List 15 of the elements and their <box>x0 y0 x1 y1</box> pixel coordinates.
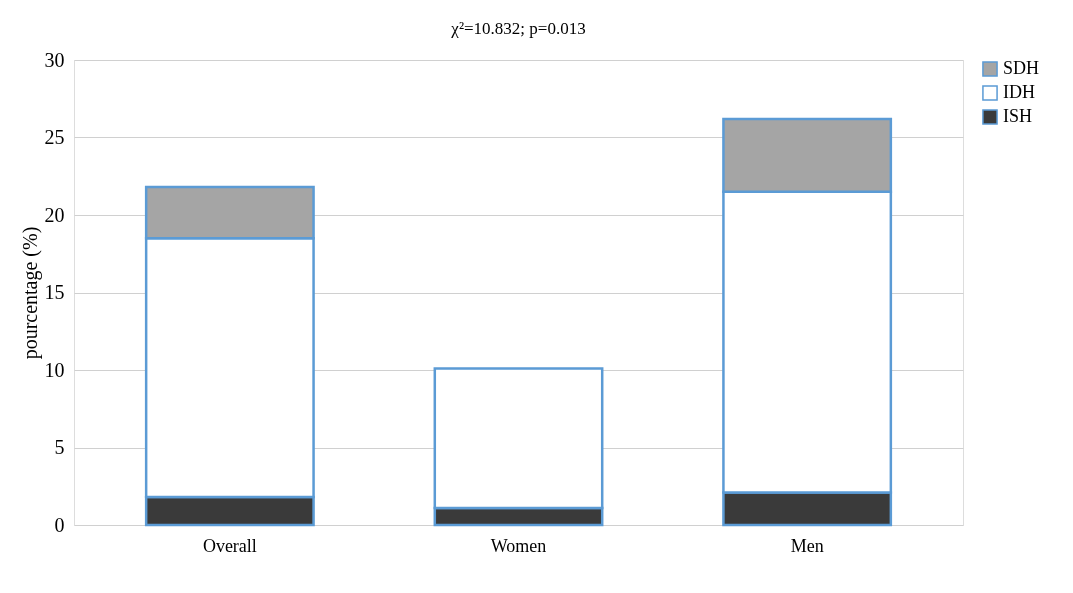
y-tick-label: 0 <box>54 513 65 536</box>
y-tick-label: 30 <box>44 48 65 71</box>
chart-title: χ²=10.832; p=0.013 <box>450 19 586 38</box>
x-tick-label: Men <box>790 535 824 556</box>
legend-label: ISH <box>1003 106 1033 126</box>
y-tick-label: 5 <box>54 436 65 458</box>
y-tick-label: 25 <box>44 126 65 148</box>
legend-label: IDH <box>1003 82 1035 102</box>
legend-label: SDH <box>1003 58 1040 78</box>
x-tick-label: Overall <box>202 535 257 556</box>
y-tick-label: 10 <box>44 358 65 381</box>
y-axis-title: pourcentage (%) <box>18 226 42 360</box>
x-tick-label: Women <box>490 535 547 556</box>
y-tick-label: 15 <box>44 281 65 303</box>
y-tick-label: 20 <box>44 203 65 226</box>
